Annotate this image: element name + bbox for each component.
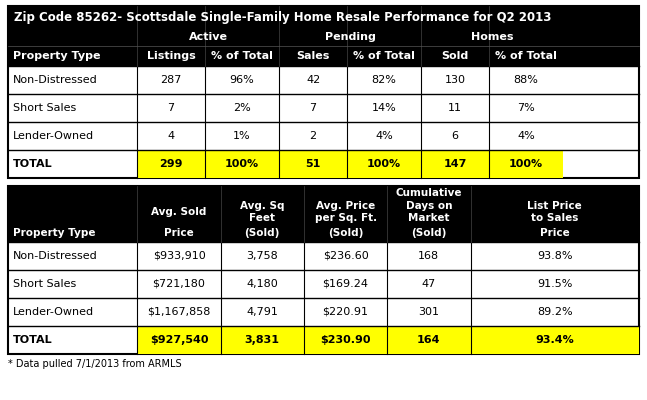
Bar [8, 186, 639, 242]
Text: 4%: 4% [517, 131, 535, 141]
Text: $1,167,858: $1,167,858 [148, 307, 211, 317]
Text: Avg. Sold: Avg. Sold [151, 207, 206, 217]
Text: 2: 2 [309, 131, 316, 141]
Text: $933,910: $933,910 [153, 251, 205, 261]
Text: 4,791: 4,791 [247, 307, 278, 317]
Text: 147: 147 [443, 159, 466, 169]
Text: * Data pulled 7/1/2013 from ARMLS: * Data pulled 7/1/2013 from ARMLS [8, 359, 182, 369]
Text: $169.24: $169.24 [323, 279, 369, 289]
Text: 89.2%: 89.2% [537, 307, 573, 317]
Text: 164: 164 [417, 335, 441, 345]
Bar [221, 326, 304, 354]
Text: Price: Price [164, 228, 194, 238]
Text: 168: 168 [419, 251, 439, 261]
Text: $721,180: $721,180 [153, 279, 206, 289]
Text: Avg. Price
per Sq. Ft.: Avg. Price per Sq. Ft. [314, 202, 377, 222]
Text: 130: 130 [444, 75, 466, 85]
Text: 93.4%: 93.4% [535, 335, 574, 345]
Text: 47: 47 [422, 279, 436, 289]
Text: 287: 287 [160, 75, 182, 85]
Text: Price: Price [540, 228, 569, 238]
Text: TOTAL: TOTAL [13, 335, 52, 345]
Text: (Sold): (Sold) [328, 228, 363, 238]
Text: 7: 7 [309, 103, 316, 113]
Text: 4%: 4% [375, 131, 393, 141]
Text: 7%: 7% [517, 103, 535, 113]
Text: Property Type: Property Type [13, 228, 96, 238]
Bar [489, 150, 564, 178]
Text: Listings: Listings [147, 51, 195, 61]
Text: 3,831: 3,831 [245, 335, 280, 345]
Text: (Sold): (Sold) [245, 228, 280, 238]
Text: Non-Distressed: Non-Distressed [13, 251, 98, 261]
Text: Active: Active [189, 32, 228, 42]
Bar [388, 326, 470, 354]
Text: $220.91: $220.91 [323, 307, 369, 317]
Text: % of Total: % of Total [495, 51, 557, 61]
Text: 299: 299 [159, 159, 183, 169]
Text: TOTAL: TOTAL [13, 159, 52, 169]
Bar [205, 150, 280, 178]
Text: Pending: Pending [325, 32, 376, 42]
Text: 3,758: 3,758 [247, 251, 278, 261]
Bar [304, 326, 388, 354]
Bar [421, 150, 489, 178]
Text: 51: 51 [305, 159, 321, 169]
Text: 4: 4 [168, 131, 175, 141]
Bar [8, 186, 639, 354]
Text: Short Sales: Short Sales [13, 103, 76, 113]
Text: Homes: Homes [471, 32, 514, 42]
Text: 100%: 100% [367, 159, 401, 169]
Text: Lender-Owned: Lender-Owned [13, 131, 94, 141]
Text: $230.90: $230.90 [320, 335, 371, 345]
Text: % of Total: % of Total [353, 51, 415, 61]
Text: 301: 301 [419, 307, 439, 317]
Text: 96%: 96% [230, 75, 254, 85]
Text: Non-Distressed: Non-Distressed [13, 75, 98, 85]
Text: Lender-Owned: Lender-Owned [13, 307, 94, 317]
Text: 14%: 14% [371, 103, 397, 113]
Bar [8, 6, 639, 66]
Bar [280, 150, 347, 178]
Text: 100%: 100% [225, 159, 259, 169]
Text: 88%: 88% [514, 75, 538, 85]
Text: Cumulative: Cumulative [395, 188, 462, 198]
Text: $927,540: $927,540 [149, 335, 208, 345]
Text: Avg. Sq
Feet: Avg. Sq Feet [240, 202, 285, 222]
Text: 7: 7 [168, 103, 175, 113]
Text: Zip Code 85262- Scottsdale Single-Family Home Resale Performance for Q2 2013: Zip Code 85262- Scottsdale Single-Family… [14, 10, 551, 24]
Text: 6: 6 [452, 131, 459, 141]
Text: Short Sales: Short Sales [13, 279, 76, 289]
Bar [137, 326, 221, 354]
Text: Sold: Sold [441, 51, 468, 61]
Bar [8, 6, 639, 178]
Text: Sales: Sales [296, 51, 330, 61]
Bar [137, 150, 205, 178]
Text: Days on
Market: Days on Market [406, 202, 452, 222]
Text: 2%: 2% [233, 103, 251, 113]
Text: $236.60: $236.60 [323, 251, 368, 261]
Bar [470, 326, 639, 354]
Text: 4,180: 4,180 [247, 279, 278, 289]
Text: 100%: 100% [509, 159, 543, 169]
Text: 11: 11 [448, 103, 462, 113]
Text: 91.5%: 91.5% [537, 279, 573, 289]
Bar [347, 150, 421, 178]
Text: Property Type: Property Type [13, 51, 100, 61]
Text: (Sold): (Sold) [411, 228, 446, 238]
Text: 93.8%: 93.8% [537, 251, 573, 261]
Text: List Price
to Sales: List Price to Sales [527, 202, 582, 222]
Text: 82%: 82% [371, 75, 397, 85]
Text: % of Total: % of Total [211, 51, 273, 61]
Text: 42: 42 [306, 75, 320, 85]
Text: 1%: 1% [234, 131, 251, 141]
